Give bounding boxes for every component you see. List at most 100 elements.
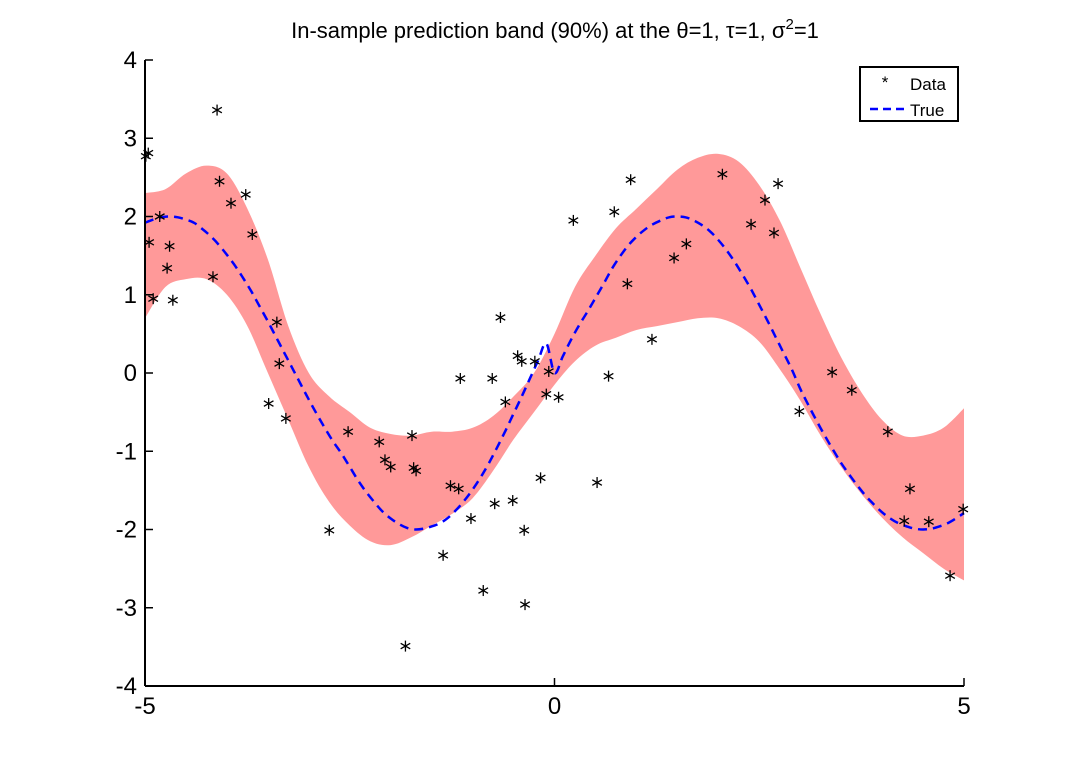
data-point-stroke xyxy=(453,485,464,493)
data-point xyxy=(343,426,354,438)
data-point xyxy=(240,189,251,201)
data-point xyxy=(535,472,546,484)
data-point-stroke xyxy=(512,352,523,360)
data-point-stroke xyxy=(717,170,728,178)
data-point-stroke xyxy=(944,572,956,579)
data-point-stroke xyxy=(591,479,603,486)
data-point-stroke xyxy=(280,415,291,422)
data-point xyxy=(923,516,934,528)
data-point xyxy=(668,252,680,264)
data-point-stroke xyxy=(553,393,564,401)
data-point xyxy=(516,355,527,367)
data-point xyxy=(465,513,477,525)
data-point xyxy=(455,372,466,384)
data-point xyxy=(489,498,500,510)
data-point-stroke xyxy=(622,280,633,288)
data-point xyxy=(500,396,511,408)
data-point-stroke xyxy=(240,191,251,198)
data-point-stroke xyxy=(500,398,511,406)
data-point-stroke xyxy=(410,467,422,475)
data-point-stroke xyxy=(487,375,498,382)
data-point-stroke xyxy=(768,229,780,237)
data-point xyxy=(495,311,506,323)
data-point xyxy=(591,477,603,489)
data-point-stroke xyxy=(247,231,258,238)
data-point-stroke xyxy=(271,318,282,326)
data-point-stroke xyxy=(609,208,620,216)
data-point xyxy=(408,462,419,474)
data-point xyxy=(904,483,916,495)
data-point-stroke xyxy=(154,213,165,220)
data-point xyxy=(438,549,449,561)
data-point xyxy=(944,570,956,582)
data-point xyxy=(794,405,805,417)
data-point xyxy=(478,585,489,597)
data-point-stroke xyxy=(543,368,554,375)
legend-label-data: Data xyxy=(910,75,946,94)
data-point xyxy=(406,430,418,442)
data-point-stroke xyxy=(904,485,916,493)
data-point xyxy=(274,358,285,370)
data-point-stroke xyxy=(455,375,466,382)
data-point-stroke xyxy=(408,464,419,471)
data-point xyxy=(400,640,411,652)
y-tick-label: 0 xyxy=(124,360,137,387)
data-point-stroke xyxy=(162,264,173,272)
data-point xyxy=(247,228,258,240)
data-point-stroke xyxy=(379,456,391,464)
data-point-stroke xyxy=(263,400,274,407)
data-point-stroke xyxy=(478,587,489,594)
data-point xyxy=(882,426,893,438)
data-point xyxy=(162,262,173,274)
data-point xyxy=(772,178,784,190)
data-point xyxy=(385,461,396,473)
data-point xyxy=(622,278,633,290)
data-point-stroke xyxy=(211,106,223,114)
y-tick-label: 4 xyxy=(124,47,137,74)
data-point-stroke xyxy=(625,176,636,184)
prediction-band xyxy=(145,153,964,581)
plot-area xyxy=(140,104,969,652)
data-point xyxy=(529,355,540,367)
data-point-stroke xyxy=(668,254,680,262)
y-tick-label: 3 xyxy=(124,125,137,152)
data-point xyxy=(324,524,335,536)
data-point-stroke xyxy=(507,497,518,504)
data-point xyxy=(958,503,969,515)
data-point xyxy=(271,316,282,328)
legend-data-marker: * xyxy=(882,73,889,92)
data-point xyxy=(167,294,178,306)
data-point-stroke xyxy=(745,221,757,228)
data-point xyxy=(625,174,636,186)
data-point xyxy=(745,218,757,230)
data-point xyxy=(846,384,857,396)
data-point-stroke xyxy=(385,463,396,471)
chart-title: In-sample prediction band (90%) at the θ… xyxy=(291,16,819,43)
legend-label-true: True xyxy=(910,101,944,120)
data-point xyxy=(519,599,531,611)
data-point-stroke xyxy=(568,217,579,224)
data-point xyxy=(519,524,530,536)
data-point-stroke xyxy=(846,386,857,394)
data-point xyxy=(603,370,614,382)
data-point xyxy=(207,271,219,283)
data-point-stroke xyxy=(772,180,784,187)
data-point xyxy=(681,238,692,250)
x-tick-label: 5 xyxy=(957,693,970,720)
data-point xyxy=(543,365,554,377)
data-point xyxy=(280,412,291,424)
data-point xyxy=(164,240,175,252)
data-point-stroke xyxy=(541,390,552,398)
data-point-stroke xyxy=(445,482,456,489)
data-point xyxy=(759,194,771,206)
data-point-stroke xyxy=(495,314,506,321)
legend: * Data True xyxy=(859,66,959,122)
data-point-stroke xyxy=(882,428,893,436)
data-point-stroke xyxy=(148,295,159,302)
data-point xyxy=(410,465,422,477)
data-point-stroke xyxy=(406,432,418,439)
data-point-stroke xyxy=(529,357,540,365)
data-point xyxy=(263,398,274,410)
data-point xyxy=(374,436,385,448)
y-tick-label: -1 xyxy=(116,438,137,465)
